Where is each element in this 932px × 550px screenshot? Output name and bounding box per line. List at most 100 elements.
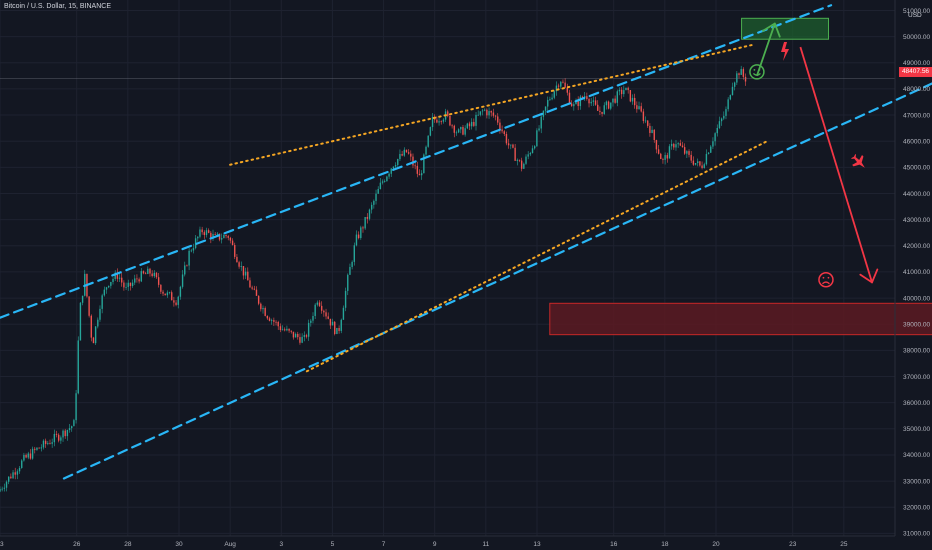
candle-body	[277, 321, 279, 327]
candle-body	[168, 292, 171, 294]
candle-body	[327, 316, 329, 319]
candle-body	[144, 273, 147, 275]
candle-body	[473, 121, 475, 126]
grid	[0, 0, 895, 536]
candle-body	[525, 156, 527, 164]
candle-body	[118, 277, 121, 279]
candle-body	[401, 154, 403, 156]
candle-body	[533, 146, 536, 149]
candle-body	[27, 453, 29, 458]
frowning-face-icon-outline	[818, 272, 834, 288]
candle-body	[662, 159, 664, 160]
candle-body	[140, 271, 142, 282]
candle-body	[390, 168, 392, 174]
candle-body	[71, 426, 73, 429]
candle-body	[329, 318, 332, 326]
candle-body	[234, 245, 236, 257]
candle-body	[207, 230, 210, 233]
candle-body	[729, 95, 732, 100]
candle-body	[577, 100, 579, 107]
candle-body	[90, 315, 92, 338]
candle-body	[510, 144, 512, 146]
candle-body	[503, 131, 505, 134]
candle-body	[7, 476, 10, 482]
candle-body	[603, 105, 605, 114]
candle-body	[399, 154, 401, 160]
candle-body	[597, 104, 599, 111]
candle-body	[610, 102, 612, 109]
candle-body	[55, 433, 58, 435]
down-arrow	[799, 46, 873, 283]
y-tick-label: 38000.00	[903, 348, 930, 355]
candle-body	[42, 440, 45, 448]
candle-body	[562, 81, 564, 83]
candle-body	[34, 448, 36, 450]
candle-body	[192, 248, 195, 251]
candle-body	[601, 111, 603, 114]
candle-body	[492, 112, 495, 116]
wedge-upper-line	[229, 43, 756, 166]
candle-body	[236, 256, 238, 263]
candle-body	[273, 320, 275, 322]
candle-body	[231, 240, 234, 246]
y-tick-label: 44000.00	[903, 191, 930, 198]
candle-body	[607, 101, 610, 109]
candle-body	[173, 300, 175, 303]
candle-body	[557, 85, 560, 87]
channel-upper-line	[0, 4, 833, 319]
candle-body	[470, 121, 473, 127]
candle-body	[12, 472, 14, 479]
smiling-face-icon-eye	[758, 69, 761, 71]
candle-body	[18, 467, 21, 472]
candle-body	[512, 144, 514, 148]
candle-body	[481, 110, 484, 112]
candle-body	[707, 152, 710, 154]
candle-body	[227, 236, 229, 238]
candle-body	[29, 453, 32, 459]
candle-body	[101, 295, 103, 309]
candle-body	[594, 100, 597, 105]
candle-body	[40, 447, 42, 449]
y-tick-label: 31000.00	[903, 531, 930, 538]
candle-body	[710, 146, 712, 153]
candle-body	[475, 114, 477, 126]
candle-body	[292, 331, 295, 338]
candle-body	[5, 481, 8, 488]
candle-body	[353, 245, 355, 262]
candle-body	[431, 116, 434, 128]
candle-body	[225, 235, 227, 237]
candle-body	[679, 143, 682, 146]
candle-body	[151, 273, 153, 277]
candle-body	[733, 82, 736, 87]
candle-body	[725, 109, 727, 116]
candle-body	[129, 282, 132, 286]
candle-body	[190, 250, 192, 252]
candle-body	[105, 287, 108, 290]
y-tick-label: 40000.00	[903, 295, 930, 302]
candle-body	[438, 121, 440, 123]
candle-body	[97, 319, 99, 327]
candle-body	[423, 154, 425, 174]
candle-body	[668, 146, 671, 159]
candle-body	[660, 153, 662, 160]
candle-body	[368, 209, 371, 219]
candle-body	[529, 152, 532, 155]
candle-body	[744, 76, 747, 82]
y-tick-label: 51000.00	[903, 8, 930, 15]
candle-body	[262, 307, 264, 310]
candle-body	[516, 159, 519, 161]
candle-body	[216, 233, 219, 235]
candle-body	[36, 447, 38, 450]
y-tick-label: 36000.00	[903, 400, 930, 407]
candle-body	[681, 145, 684, 148]
candle-body	[155, 272, 158, 278]
smiling-face-icon-outline	[749, 64, 765, 80]
candle-body	[294, 333, 297, 338]
candle-body	[627, 87, 629, 91]
candle-body	[342, 307, 345, 320]
candle-body	[1, 488, 3, 490]
candle-body	[740, 69, 742, 75]
candle-body	[131, 282, 134, 286]
candle-body	[527, 154, 529, 157]
